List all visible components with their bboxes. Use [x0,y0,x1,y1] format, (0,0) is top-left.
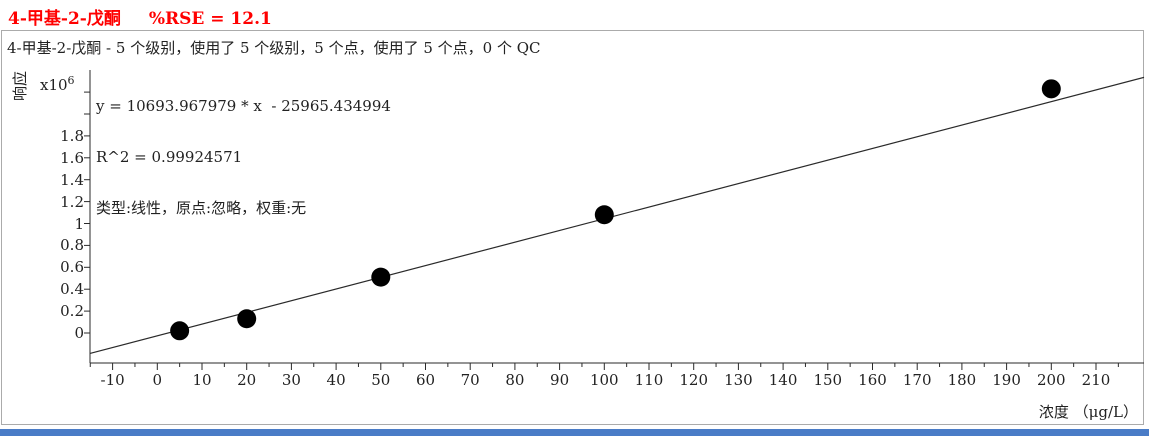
x-tick-label: 150 [813,371,843,389]
data-point[interactable] [237,309,257,329]
y-tick-label: 0.2 [60,302,84,321]
x-tick-label: 180 [947,371,977,389]
x-tick-label: 50 [371,371,391,389]
fit-equation-block: y = 10693.967979 * x - 25965.434994 R^2 … [96,64,391,251]
y-tick-label: 1.4 [60,170,84,189]
data-point[interactable] [170,321,190,341]
y-axis-scale-factor: x106 [40,74,75,94]
y-tick-label: 0 [74,324,84,342]
data-point[interactable] [1041,79,1061,99]
x-tick-label: -10 [100,371,125,389]
x-tick-label: 0 [152,371,163,389]
x-tick-label: 70 [460,371,480,389]
y-tick-label: 0.6 [60,258,84,277]
y-tick-label: 1.8 [60,126,84,145]
x-tick-label: 190 [992,371,1021,389]
y-tick-label: 0.8 [60,236,84,255]
calibration-fit-line [89,76,1145,355]
fit-type-origin-weight: 类型:线性，原点:忽略，权重:无 [96,199,307,217]
data-point[interactable] [371,267,391,287]
bottom-scrollbar[interactable] [0,429,1149,436]
x-tick-label: 170 [902,371,932,389]
fit-equation: y = 10693.967979 * x - 25965.434994 [96,97,391,115]
x-tick-label: 90 [550,371,570,389]
x-tick-label: 120 [679,371,708,389]
y-tick-label: 0.4 [60,280,84,299]
curve-subtitle: 4-甲基-2-戊酮 - 5 个级别，使用了 5 个级别，5 个点，使用了 5 个… [7,39,541,57]
data-point[interactable] [594,205,614,225]
fit-r-squared: R^2 = 0.99924571 [96,148,243,166]
x-tick-label: 210 [1081,371,1111,389]
x-tick-label: 100 [589,371,619,389]
curve-title: 4-甲基-2-戊酮 %RSE = 12.1 [8,4,272,29]
x-tick-label: 130 [724,371,753,389]
x-tick-label: 40 [326,371,346,389]
x-tick-label: 140 [768,371,798,389]
x-tick-label: 10 [192,371,212,389]
x-tick-label: 30 [281,371,301,389]
x-tick-label: 160 [858,371,887,389]
y-tick-label: 1.2 [60,192,84,211]
x-tick-label: 20 [237,371,257,389]
x-tick-label: 110 [634,371,664,389]
x-tick-label: 200 [1036,371,1066,389]
y-tick-label: 1.6 [60,148,84,167]
compound-name: 4-甲基-2-戊酮 [8,9,121,29]
x-tick-label: 80 [505,371,525,389]
rse-value: %RSE = 12.1 [148,9,272,29]
x-axis-title: 浓度 （μg/L） [1038,403,1138,421]
x-tick-label: 60 [415,371,436,389]
y-tick-label: 1 [74,214,84,233]
